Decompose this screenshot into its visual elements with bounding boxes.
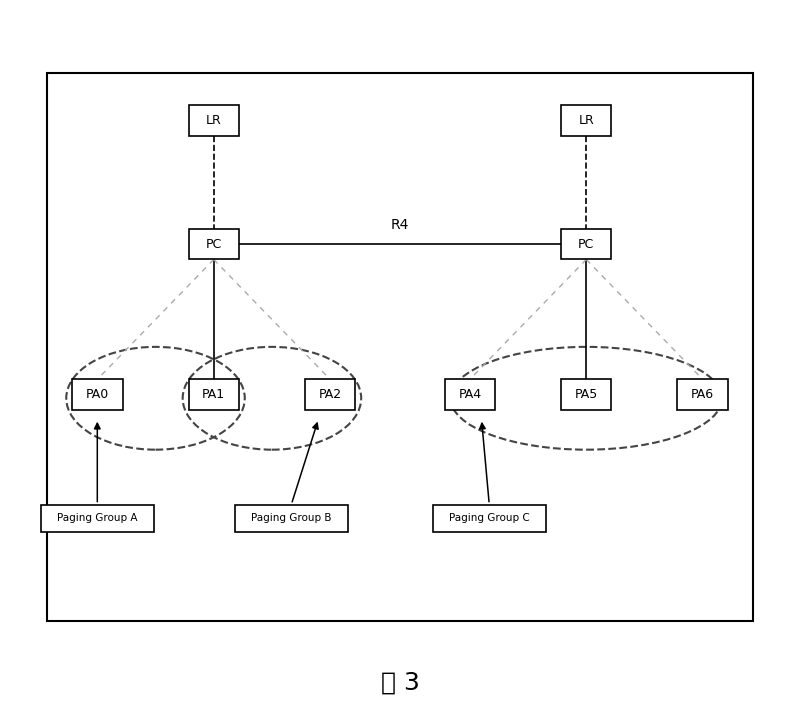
Text: Paging Group A: Paging Group A — [57, 513, 138, 523]
Text: Paging Group C: Paging Group C — [449, 513, 530, 523]
Bar — [47, 73, 753, 621]
Bar — [72, 379, 122, 411]
Text: PA4: PA4 — [458, 388, 482, 401]
Text: PA5: PA5 — [574, 388, 598, 401]
Bar — [561, 379, 611, 411]
Text: PA0: PA0 — [86, 388, 109, 401]
Bar — [305, 379, 355, 411]
Bar — [678, 379, 728, 411]
Text: LR: LR — [578, 114, 594, 127]
Text: 图 3: 图 3 — [381, 670, 419, 695]
Text: PA2: PA2 — [318, 388, 342, 401]
Bar — [41, 505, 154, 532]
Text: Paging Group B: Paging Group B — [251, 513, 331, 523]
Text: PA6: PA6 — [691, 388, 714, 401]
Text: PC: PC — [206, 237, 222, 250]
Text: PC: PC — [578, 237, 594, 250]
Bar — [561, 106, 611, 136]
Bar — [433, 505, 546, 532]
Bar — [445, 379, 495, 411]
Bar — [189, 229, 239, 259]
Bar — [189, 379, 239, 411]
Bar — [189, 106, 239, 136]
Bar — [561, 229, 611, 259]
Text: R4: R4 — [391, 218, 409, 232]
Text: LR: LR — [206, 114, 222, 127]
Text: PA1: PA1 — [202, 388, 226, 401]
Bar — [235, 505, 348, 532]
